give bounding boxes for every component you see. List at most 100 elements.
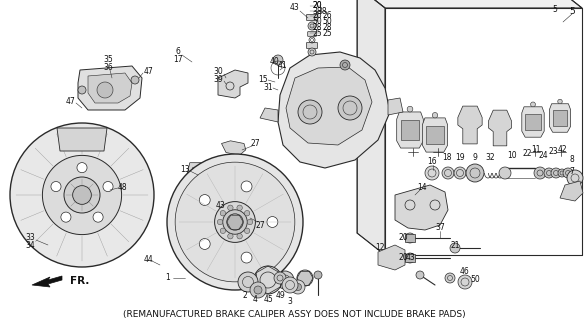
Text: FR.: FR. (70, 276, 89, 286)
Circle shape (78, 86, 86, 94)
Circle shape (308, 22, 316, 30)
Text: 20: 20 (398, 253, 408, 262)
Text: 50: 50 (322, 17, 332, 26)
Circle shape (563, 168, 573, 178)
Polygon shape (357, 0, 385, 255)
Circle shape (314, 271, 322, 279)
Text: 34: 34 (25, 242, 35, 251)
Polygon shape (278, 52, 390, 168)
Text: 45: 45 (263, 295, 273, 305)
Polygon shape (187, 163, 213, 193)
Circle shape (237, 234, 242, 239)
Text: 23: 23 (548, 148, 558, 156)
Circle shape (254, 286, 262, 294)
Polygon shape (405, 234, 415, 242)
Circle shape (103, 181, 113, 192)
Circle shape (432, 113, 437, 118)
Text: 36: 36 (103, 62, 113, 71)
Polygon shape (560, 181, 583, 201)
Polygon shape (357, 0, 582, 8)
Circle shape (558, 99, 562, 104)
Text: 12: 12 (375, 244, 385, 252)
Polygon shape (553, 110, 567, 126)
Circle shape (167, 154, 303, 290)
Circle shape (61, 212, 71, 222)
Text: 43: 43 (405, 253, 415, 262)
Circle shape (458, 275, 472, 289)
Text: 20: 20 (398, 233, 408, 242)
Circle shape (267, 217, 278, 228)
Text: 25: 25 (312, 28, 322, 37)
Circle shape (534, 167, 546, 179)
Circle shape (466, 164, 484, 182)
Circle shape (567, 170, 583, 186)
Circle shape (10, 123, 154, 267)
Text: 19: 19 (455, 154, 465, 163)
Text: 5: 5 (569, 7, 575, 17)
Circle shape (338, 96, 362, 120)
Text: 25: 25 (322, 28, 332, 37)
Circle shape (282, 277, 298, 293)
Circle shape (237, 205, 242, 211)
Text: 21: 21 (450, 241, 460, 250)
Text: (REMANUFACTURED BRAKE CALIPER ASSY DOES NOT INCLUDE BRAKE PADS): (REMANUFACTURED BRAKE CALIPER ASSY DOES … (123, 309, 465, 318)
Text: 43: 43 (290, 4, 300, 12)
Circle shape (247, 219, 253, 225)
Circle shape (442, 167, 454, 179)
Circle shape (93, 212, 103, 222)
Text: 37: 37 (435, 223, 445, 233)
Circle shape (551, 168, 561, 178)
Circle shape (250, 282, 266, 298)
Text: 2: 2 (243, 291, 248, 300)
Polygon shape (218, 184, 242, 212)
Text: 4: 4 (253, 295, 258, 305)
Polygon shape (400, 120, 419, 140)
Polygon shape (522, 107, 544, 137)
Circle shape (73, 186, 91, 204)
Circle shape (425, 166, 439, 180)
Circle shape (220, 211, 226, 216)
Polygon shape (397, 112, 423, 148)
Polygon shape (286, 67, 372, 145)
Text: 27: 27 (255, 220, 265, 229)
Circle shape (77, 163, 87, 173)
Polygon shape (525, 114, 541, 130)
Circle shape (238, 272, 258, 292)
Text: 28: 28 (322, 22, 332, 31)
Circle shape (228, 234, 233, 239)
Circle shape (220, 228, 226, 234)
Text: 9: 9 (473, 154, 477, 163)
Text: 28: 28 (312, 22, 322, 31)
Text: 11: 11 (531, 146, 541, 155)
Circle shape (407, 106, 413, 112)
Text: 47: 47 (143, 68, 153, 76)
Circle shape (97, 82, 113, 98)
Circle shape (131, 76, 139, 84)
Polygon shape (260, 108, 278, 122)
Circle shape (454, 167, 466, 179)
Text: 35: 35 (103, 55, 113, 65)
Circle shape (405, 233, 415, 243)
Circle shape (295, 284, 302, 291)
Text: 48: 48 (117, 183, 127, 193)
Text: 50: 50 (470, 276, 480, 284)
Polygon shape (221, 188, 239, 204)
Text: 24: 24 (538, 150, 548, 159)
Circle shape (276, 271, 294, 289)
Text: 26: 26 (322, 12, 332, 20)
Polygon shape (57, 128, 107, 151)
Circle shape (405, 253, 415, 263)
Circle shape (199, 238, 210, 249)
Polygon shape (405, 254, 415, 262)
Text: 13: 13 (180, 165, 190, 174)
Text: 16: 16 (427, 157, 437, 166)
Text: 43: 43 (215, 201, 225, 210)
Circle shape (274, 272, 286, 284)
Text: 44: 44 (143, 255, 153, 265)
Polygon shape (422, 118, 447, 152)
Polygon shape (378, 245, 405, 270)
Circle shape (223, 210, 247, 234)
Polygon shape (88, 73, 132, 103)
Circle shape (291, 280, 305, 294)
Polygon shape (458, 106, 482, 144)
